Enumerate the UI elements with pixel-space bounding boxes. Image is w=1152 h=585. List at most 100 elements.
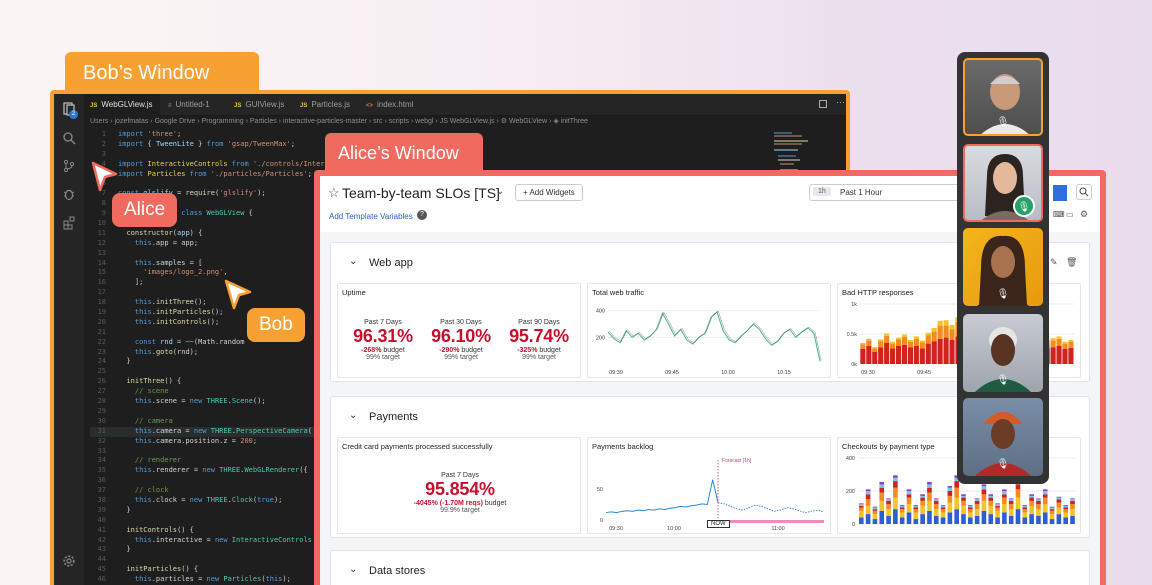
slo-value: 95.74% — [509, 326, 569, 346]
debug-icon[interactable] — [61, 187, 77, 203]
bar-segment — [865, 489, 871, 491]
bar-segment — [890, 348, 896, 364]
bar-segment — [1008, 504, 1014, 510]
fast-forward-icon[interactable]: » — [1057, 186, 1063, 196]
bar-segment — [974, 499, 980, 501]
x-tick-label: 10:00 — [721, 370, 735, 376]
participant-tile-3[interactable]: 🎙 — [963, 228, 1043, 306]
bob-cursor-label: Bob — [247, 308, 305, 342]
code-line: 38 this.clock = new THREE.Clock(true); — [97, 495, 283, 504]
live-toggle-button[interactable] — [1053, 185, 1067, 201]
bar-segment — [925, 335, 931, 344]
group-title-web-app[interactable]: Web app — [369, 257, 413, 269]
bar-segment — [954, 475, 959, 478]
split-editor-icon[interactable] — [819, 100, 827, 108]
code-line: 32 this.camera.position.z = 200; — [97, 436, 258, 445]
widget-title: Total web traffic — [592, 288, 644, 297]
bar-segment — [899, 517, 905, 524]
bar-segment — [920, 494, 925, 496]
dashboard-title[interactable]: Team-by-team SLOs [TS] — [342, 185, 500, 201]
participant-avatar — [981, 74, 1029, 134]
slo-cc-payments: Past 7 Days 95.854% -4045% (-1.70M reqs)… — [370, 472, 550, 514]
delete-trash-icon[interactable]: 🗑 — [1066, 257, 1078, 267]
y-tick-label: 400 — [596, 309, 605, 315]
bar-segment — [1049, 510, 1055, 515]
search-icon[interactable] — [61, 131, 77, 147]
bar-segment — [1036, 504, 1041, 510]
widget-uptime[interactable]: Uptime Past 7 Days 96.31% -268% budget 9… — [337, 283, 581, 378]
add-template-variables-link[interactable]: Add Template Variables — [329, 212, 413, 221]
code-line: 46 this.particles = new Particles(this); — [97, 575, 291, 584]
code-line: 23 this.goto(rnd); — [97, 347, 199, 356]
edit-pencil-icon[interactable]: ✎ — [1050, 257, 1058, 267]
settings-gear-icon[interactable] — [61, 554, 77, 570]
breadcrumb: Users › jozefmatas › Google Drive › Prog… — [90, 118, 588, 125]
title-chevron-down-icon[interactable]: ⌄ — [496, 186, 505, 197]
code-line: 11 constructor(app) { — [97, 228, 203, 237]
bar-segment — [1063, 507, 1068, 510]
bar-segment — [872, 348, 878, 352]
more-actions-icon[interactable]: ⋯ — [836, 97, 845, 107]
bar-segment — [1049, 509, 1055, 511]
tab-guiview[interactable]: JS GUIView.js — [234, 100, 285, 109]
widget-cc-payments[interactable]: Credit card payments processed successfu… — [337, 437, 581, 534]
help-icon[interactable]: ? — [417, 210, 427, 220]
participant-tile-alice[interactable]: 🎙 — [963, 144, 1043, 222]
bar-segment — [954, 509, 959, 524]
tab-particles[interactable]: JS Particles.js — [300, 100, 351, 109]
bar-segment — [927, 487, 932, 493]
collapse-chevron-icon[interactable]: ⌄ — [349, 256, 358, 267]
bar-segment — [940, 507, 946, 510]
bar-segment — [1022, 517, 1028, 524]
bar-segment — [859, 507, 864, 511]
participant-tile-bob[interactable]: 🎙 — [963, 58, 1043, 136]
slo-value: 96.31% — [353, 326, 413, 346]
bar-segment — [933, 504, 939, 510]
group-title-data-stores[interactable]: Data stores — [369, 565, 426, 577]
bar-segment — [872, 507, 878, 510]
collapse-chevron-icon[interactable]: ⌄ — [349, 410, 358, 421]
widget-total-web-traffic[interactable]: Total web traffic 200 400 09:30 09:45 10:00 1… — [587, 283, 831, 378]
slo-budget: -268% — [361, 347, 382, 354]
tv-mode-icon[interactable]: ▭ — [1066, 210, 1074, 219]
slo-target: 99.9% target — [440, 507, 480, 514]
bar-segment — [879, 492, 885, 501]
bar-segment — [895, 346, 902, 364]
favorite-star-icon[interactable]: ☆ — [328, 185, 340, 200]
widget-title: Uptime — [342, 288, 366, 297]
bar-segment — [1008, 499, 1014, 501]
tab-index-html[interactable]: <> index.html — [366, 100, 414, 109]
bar-segment — [1022, 505, 1028, 506]
bar-segment — [1015, 484, 1021, 490]
bar-segment — [913, 346, 919, 364]
bar-segment — [901, 344, 908, 364]
bar-segment — [913, 512, 919, 520]
settings-gear-icon[interactable]: ⚙ — [1080, 209, 1089, 219]
add-widgets-button[interactable]: + Add Widgets — [515, 184, 583, 201]
x-tick-label: 10:00 — [667, 526, 681, 532]
series-line-actual — [605, 479, 719, 514]
bar-segment — [913, 519, 919, 524]
zoom-icon[interactable] — [1076, 184, 1092, 200]
widget-payments-backlog[interactable]: Payments backlog 0 50 09:30 10:00 11:00 Fore… — [587, 437, 831, 534]
source-control-icon[interactable] — [61, 159, 77, 175]
bar-segment — [947, 487, 953, 491]
series-line-secondary — [609, 310, 822, 361]
bar-segment — [937, 338, 943, 364]
tab-webglview[interactable]: JS WebGLView.js — [84, 94, 160, 116]
bar-segment — [933, 498, 939, 500]
participant-tile-5[interactable]: 🎙 — [963, 398, 1043, 476]
group-title-payments[interactable]: Payments — [369, 411, 418, 423]
extensions-icon[interactable] — [61, 216, 77, 232]
tab-untitled[interactable]: ≡ Untitled-1 — [168, 100, 210, 109]
bar-segment — [961, 494, 966, 496]
bar-segment — [899, 505, 905, 508]
bar-segment — [906, 504, 912, 513]
collapse-chevron-icon[interactable]: ⌄ — [349, 564, 358, 575]
bar-segment — [995, 510, 1000, 518]
participant-tile-4[interactable]: 🎙 — [963, 314, 1043, 392]
widget-title: Payments backlog — [592, 442, 654, 451]
keyboard-icon[interactable]: ⌨ — [1053, 210, 1065, 219]
bar-segment — [961, 505, 966, 515]
bar-segment — [954, 497, 959, 510]
